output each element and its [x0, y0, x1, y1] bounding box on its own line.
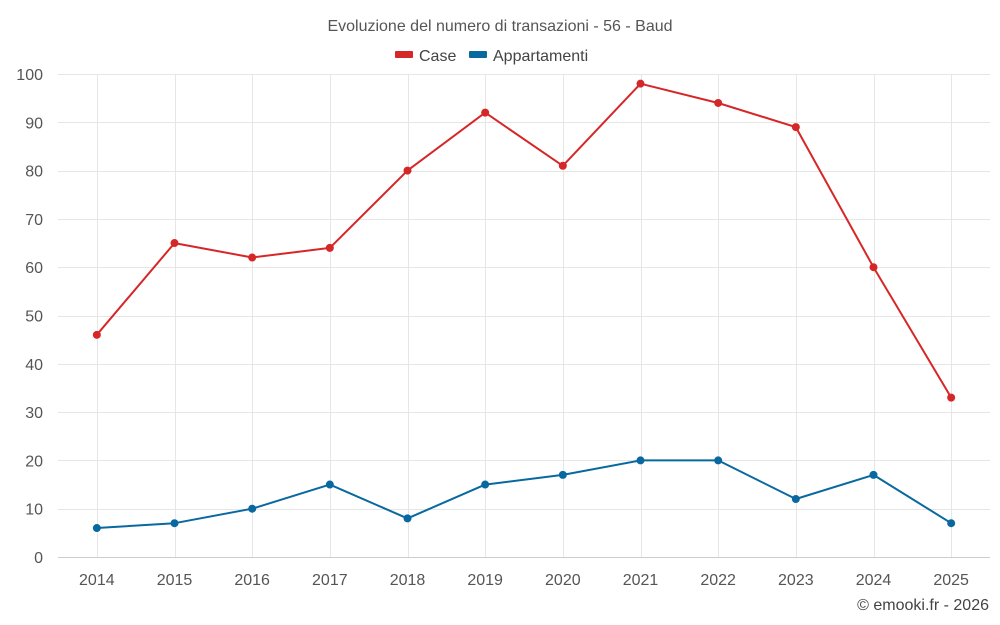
data-point-case[interactable] [947, 393, 956, 402]
data-point-case[interactable] [170, 239, 179, 248]
x-tick-label: 2016 [234, 572, 270, 589]
legend-swatch-case[interactable] [395, 51, 413, 58]
data-point-appartamenti[interactable] [636, 456, 645, 465]
data-point-appartamenti[interactable] [714, 456, 723, 465]
data-point-appartamenti[interactable] [325, 480, 334, 489]
data-point-appartamenti[interactable] [481, 480, 490, 489]
x-tick-label: 2015 [157, 572, 193, 589]
y-tick-label: 80 [25, 164, 43, 181]
series-line-appartamenti[interactable] [96, 459, 952, 529]
y-tick-label: 100 [16, 67, 43, 84]
legend-label-appartamenti[interactable]: Appartamenti [493, 48, 588, 65]
credit-text: © emooki.fr - 2026 [857, 597, 989, 614]
data-point-case[interactable] [403, 166, 412, 175]
legend-label-case[interactable]: Case [419, 48, 456, 65]
data-point-case[interactable] [481, 108, 490, 117]
chart-title: Evoluzione del numero di transazioni - 5… [327, 18, 672, 35]
y-tick-label: 60 [25, 260, 43, 277]
x-tick-label: 2021 [623, 572, 659, 589]
x-tick-label: 2025 [933, 572, 969, 589]
x-tick-label: 2022 [700, 572, 736, 589]
y-tick-label: 0 [34, 550, 43, 567]
data-point-appartamenti[interactable] [403, 514, 412, 523]
data-point-appartamenti[interactable] [869, 470, 878, 479]
data-point-case[interactable] [791, 123, 800, 132]
y-tick-label: 70 [25, 212, 43, 229]
legend-swatch-appartamenti[interactable] [469, 51, 487, 58]
y-tick-label: 20 [25, 453, 43, 470]
x-tick-label: 2024 [856, 572, 892, 589]
y-tick-label: 50 [25, 309, 43, 326]
data-point-appartamenti[interactable] [791, 495, 800, 504]
data-point-appartamenti[interactable] [558, 470, 567, 479]
y-tick-label: 40 [25, 357, 43, 374]
data-point-case[interactable] [636, 79, 645, 88]
y-axis-tick-labels: 0 10 20 30 40 50 60 70 80 90 100 [16, 67, 43, 567]
y-gridlines [58, 74, 990, 558]
x-tick-label: 2023 [778, 572, 814, 589]
x-gridlines [97, 74, 952, 557]
data-point-case[interactable] [92, 330, 101, 339]
y-tick-label: 90 [25, 115, 43, 132]
x-tick-label: 2020 [545, 572, 581, 589]
y-tick-label: 10 [25, 502, 43, 519]
x-tick-label: 2019 [467, 572, 503, 589]
data-point-appartamenti[interactable] [92, 524, 101, 533]
legend: Case Appartamenti [395, 48, 588, 65]
series-group [92, 79, 956, 533]
data-point-case[interactable] [325, 243, 334, 252]
x-tick-label: 2014 [79, 572, 115, 589]
data-point-case[interactable] [714, 98, 723, 107]
data-point-case[interactable] [248, 253, 257, 262]
x-tick-label: 2017 [312, 572, 348, 589]
series-line-case[interactable] [96, 82, 953, 399]
data-point-appartamenti[interactable] [947, 519, 956, 528]
data-point-appartamenti[interactable] [248, 504, 257, 513]
data-point-case[interactable] [558, 161, 567, 170]
data-point-case[interactable] [869, 263, 878, 272]
y-tick-label: 30 [25, 405, 43, 422]
data-point-appartamenti[interactable] [170, 519, 179, 528]
x-axis-tick-labels: 2014 2015 2016 2017 2018 2019 2020 2021 2022 2023… [79, 572, 969, 589]
x-tick-label: 2018 [390, 572, 426, 589]
